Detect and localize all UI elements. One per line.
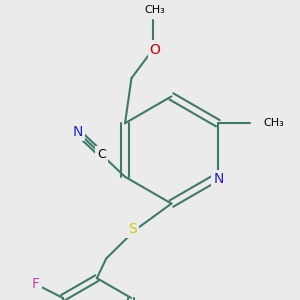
Text: N: N: [214, 172, 224, 186]
Text: N: N: [73, 125, 83, 139]
Text: C: C: [97, 148, 106, 161]
Text: CH₃: CH₃: [264, 118, 284, 128]
Text: O: O: [150, 43, 160, 56]
Text: F: F: [32, 277, 40, 291]
Text: CH₃: CH₃: [145, 5, 165, 15]
Text: S: S: [128, 222, 137, 236]
